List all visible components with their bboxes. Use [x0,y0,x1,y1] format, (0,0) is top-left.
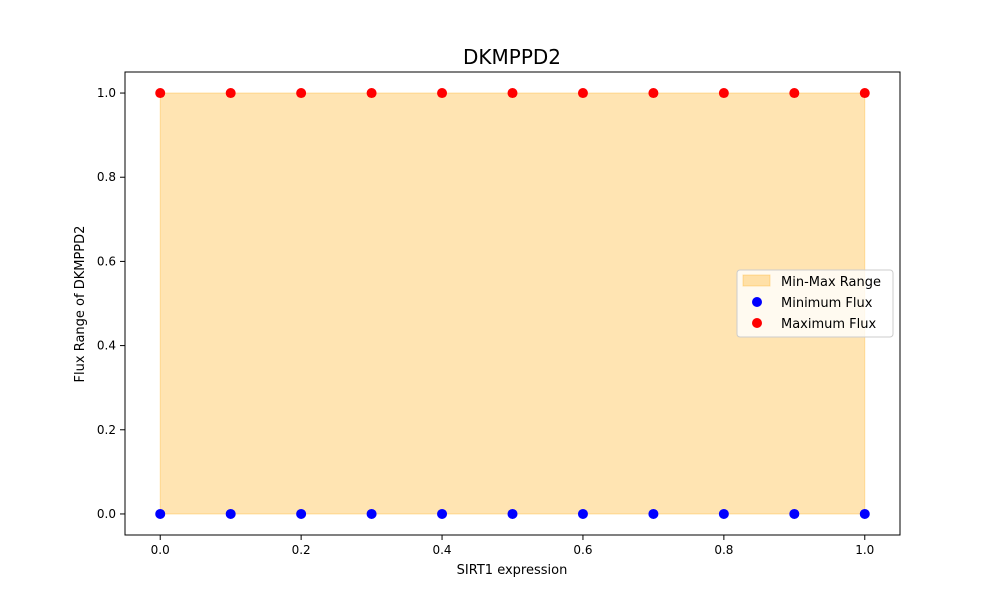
axes-frame [124,71,901,536]
x-tick-label: 1.0 [855,543,874,557]
x-tick-label: 0.2 [292,543,311,557]
x-tick-label: 0.4 [432,543,451,557]
y-axis-label: Flux Range of DKMPPD2 [73,226,88,383]
x-tick-label: 0.0 [151,543,170,557]
x-axis-label: SIRT1 expression [457,563,568,578]
minimum-flux-point [437,508,448,519]
maximum-flux-point [648,88,659,99]
legend-marker-maximum-flux [752,318,762,328]
minimum-flux-point [648,508,659,519]
maximum-flux-point [577,88,588,99]
legend-box [736,269,894,338]
y-axis: 0.0 0.2 0.4 0.6 0.8 1.0 [97,86,125,521]
minimum-flux-point [296,508,307,519]
maximum-flux-point [225,88,236,99]
minimum-flux-point [859,508,870,519]
minimum-flux-point [507,508,518,519]
plot-area [155,88,870,519]
maximum-flux-point [366,88,377,99]
maximum-flux-point [155,88,166,99]
y-tick-label: 0.4 [97,339,116,353]
minimum-flux-point [718,508,729,519]
minimum-flux-point [577,508,588,519]
legend-marker-minimum-flux [752,297,762,307]
maximum-flux-point [859,88,870,99]
minimum-flux-point [789,508,800,519]
y-tick-label: 0.6 [97,254,116,268]
minimum-flux-point [366,508,377,519]
y-tick-label: 0.2 [97,423,116,437]
legend-label-maximum-flux: Maximum Flux [781,317,877,332]
x-tick-label: 0.8 [714,543,733,557]
legend-swatch-min-max-range [742,274,771,287]
legend-label-minimum-flux: Minimum Flux [781,296,873,311]
y-tick-label: 1.0 [97,86,116,100]
maximum-flux-point [507,88,518,99]
legend-label-min-max-range: Min-Max Range [781,275,881,290]
maximum-flux-point [296,88,307,99]
maximum-flux-point [789,88,800,99]
minimum-flux-point [155,508,166,519]
chart-title: DKMPPD2 [463,45,561,69]
maximum-flux-point [718,88,729,99]
y-tick-label: 0.8 [97,170,116,184]
maximum-flux-point [437,88,448,99]
x-tick-label: 0.6 [573,543,592,557]
legend: Min-Max Range Minimum Flux Maximum Flux [736,269,894,338]
y-tick-label: 0.0 [97,507,116,521]
x-axis: 0.0 0.2 0.4 0.6 0.8 1.0 [151,535,874,557]
minimum-flux-point [225,508,236,519]
